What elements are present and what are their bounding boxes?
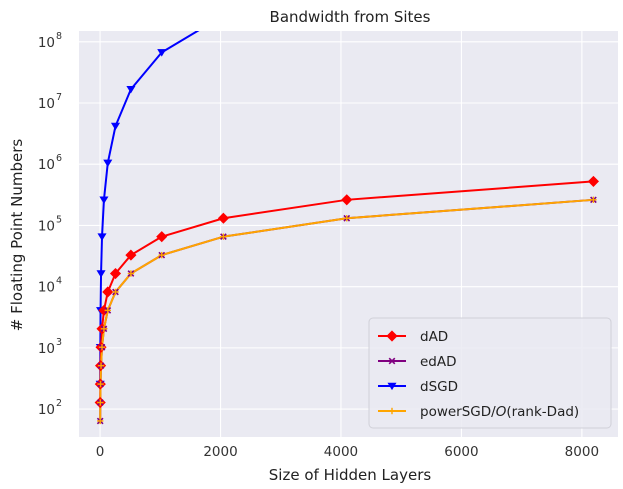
x-axis-label: Size of Hidden Layers <box>269 466 432 484</box>
legend-label: edAD <box>420 354 457 370</box>
data-point <box>112 288 119 296</box>
data-point <box>343 215 350 222</box>
x-tick-label: 2000 <box>203 444 237 460</box>
chart-title: Bandwidth from Sites <box>270 8 431 26</box>
y-tick-label: 10 <box>38 341 55 357</box>
data-point <box>158 251 165 259</box>
data-point <box>125 249 137 261</box>
data-point <box>109 267 122 280</box>
data-point <box>96 417 104 425</box>
y-tick-label: 10 <box>38 157 55 173</box>
data-point <box>99 196 109 204</box>
data-point <box>97 233 107 241</box>
x-tick-label: 8000 <box>565 444 599 460</box>
data-point <box>156 231 168 243</box>
legend-label: powerSGD/O(rank-Dad) <box>420 404 579 420</box>
data-point <box>220 233 227 240</box>
data-point <box>97 399 104 406</box>
x-tick-label: 6000 <box>444 444 478 460</box>
data-point <box>217 212 229 224</box>
data-point <box>102 286 114 298</box>
legend-marker <box>388 357 396 365</box>
data-point <box>157 49 167 57</box>
y-axis-label: # Floating Point Numbers <box>8 139 26 332</box>
data-point <box>127 270 135 277</box>
y-tick-exponent: 6 <box>56 153 62 164</box>
y-tick-label: 10 <box>38 218 55 234</box>
y-tick-exponent: 8 <box>56 31 62 42</box>
legend-label: dAD <box>420 329 448 345</box>
data-point <box>126 85 136 94</box>
legend: dAD edAD dSGD powerSGD/O(rank-Dad) <box>368 317 612 429</box>
y-tick-exponent: 7 <box>56 92 62 103</box>
data-point <box>590 196 597 204</box>
data-point <box>341 194 353 206</box>
data-point <box>97 362 105 369</box>
data-point <box>100 325 108 333</box>
y-tick-exponent: 4 <box>56 276 62 287</box>
series-markers <box>94 49 599 425</box>
y-tick-label: 10 <box>38 280 55 296</box>
legend-marker <box>386 330 398 342</box>
y-tick-exponent: 5 <box>56 214 62 225</box>
data-point <box>98 344 106 351</box>
legend-label: dSGD <box>420 379 458 395</box>
y-tick-label: 10 <box>38 402 55 418</box>
y-tick-label: 10 <box>38 35 55 51</box>
x-tick-label: 4000 <box>324 444 358 460</box>
legend-box <box>368 317 612 429</box>
y-tick-label: 10 <box>38 96 55 112</box>
data-point <box>587 175 599 187</box>
y-tick-exponent: 3 <box>56 337 62 348</box>
x-tick-label: 0 <box>96 444 105 460</box>
data-point <box>103 159 113 168</box>
legend-marker <box>387 382 397 391</box>
legend-marker <box>388 407 396 415</box>
x-axis-ticks: 0 2000 4000 6000 8000 <box>96 444 599 460</box>
data-point <box>97 380 104 388</box>
y-tick-exponent: 2 <box>56 398 62 409</box>
data-point <box>96 270 106 278</box>
data-point <box>104 307 111 314</box>
data-point <box>110 122 121 131</box>
